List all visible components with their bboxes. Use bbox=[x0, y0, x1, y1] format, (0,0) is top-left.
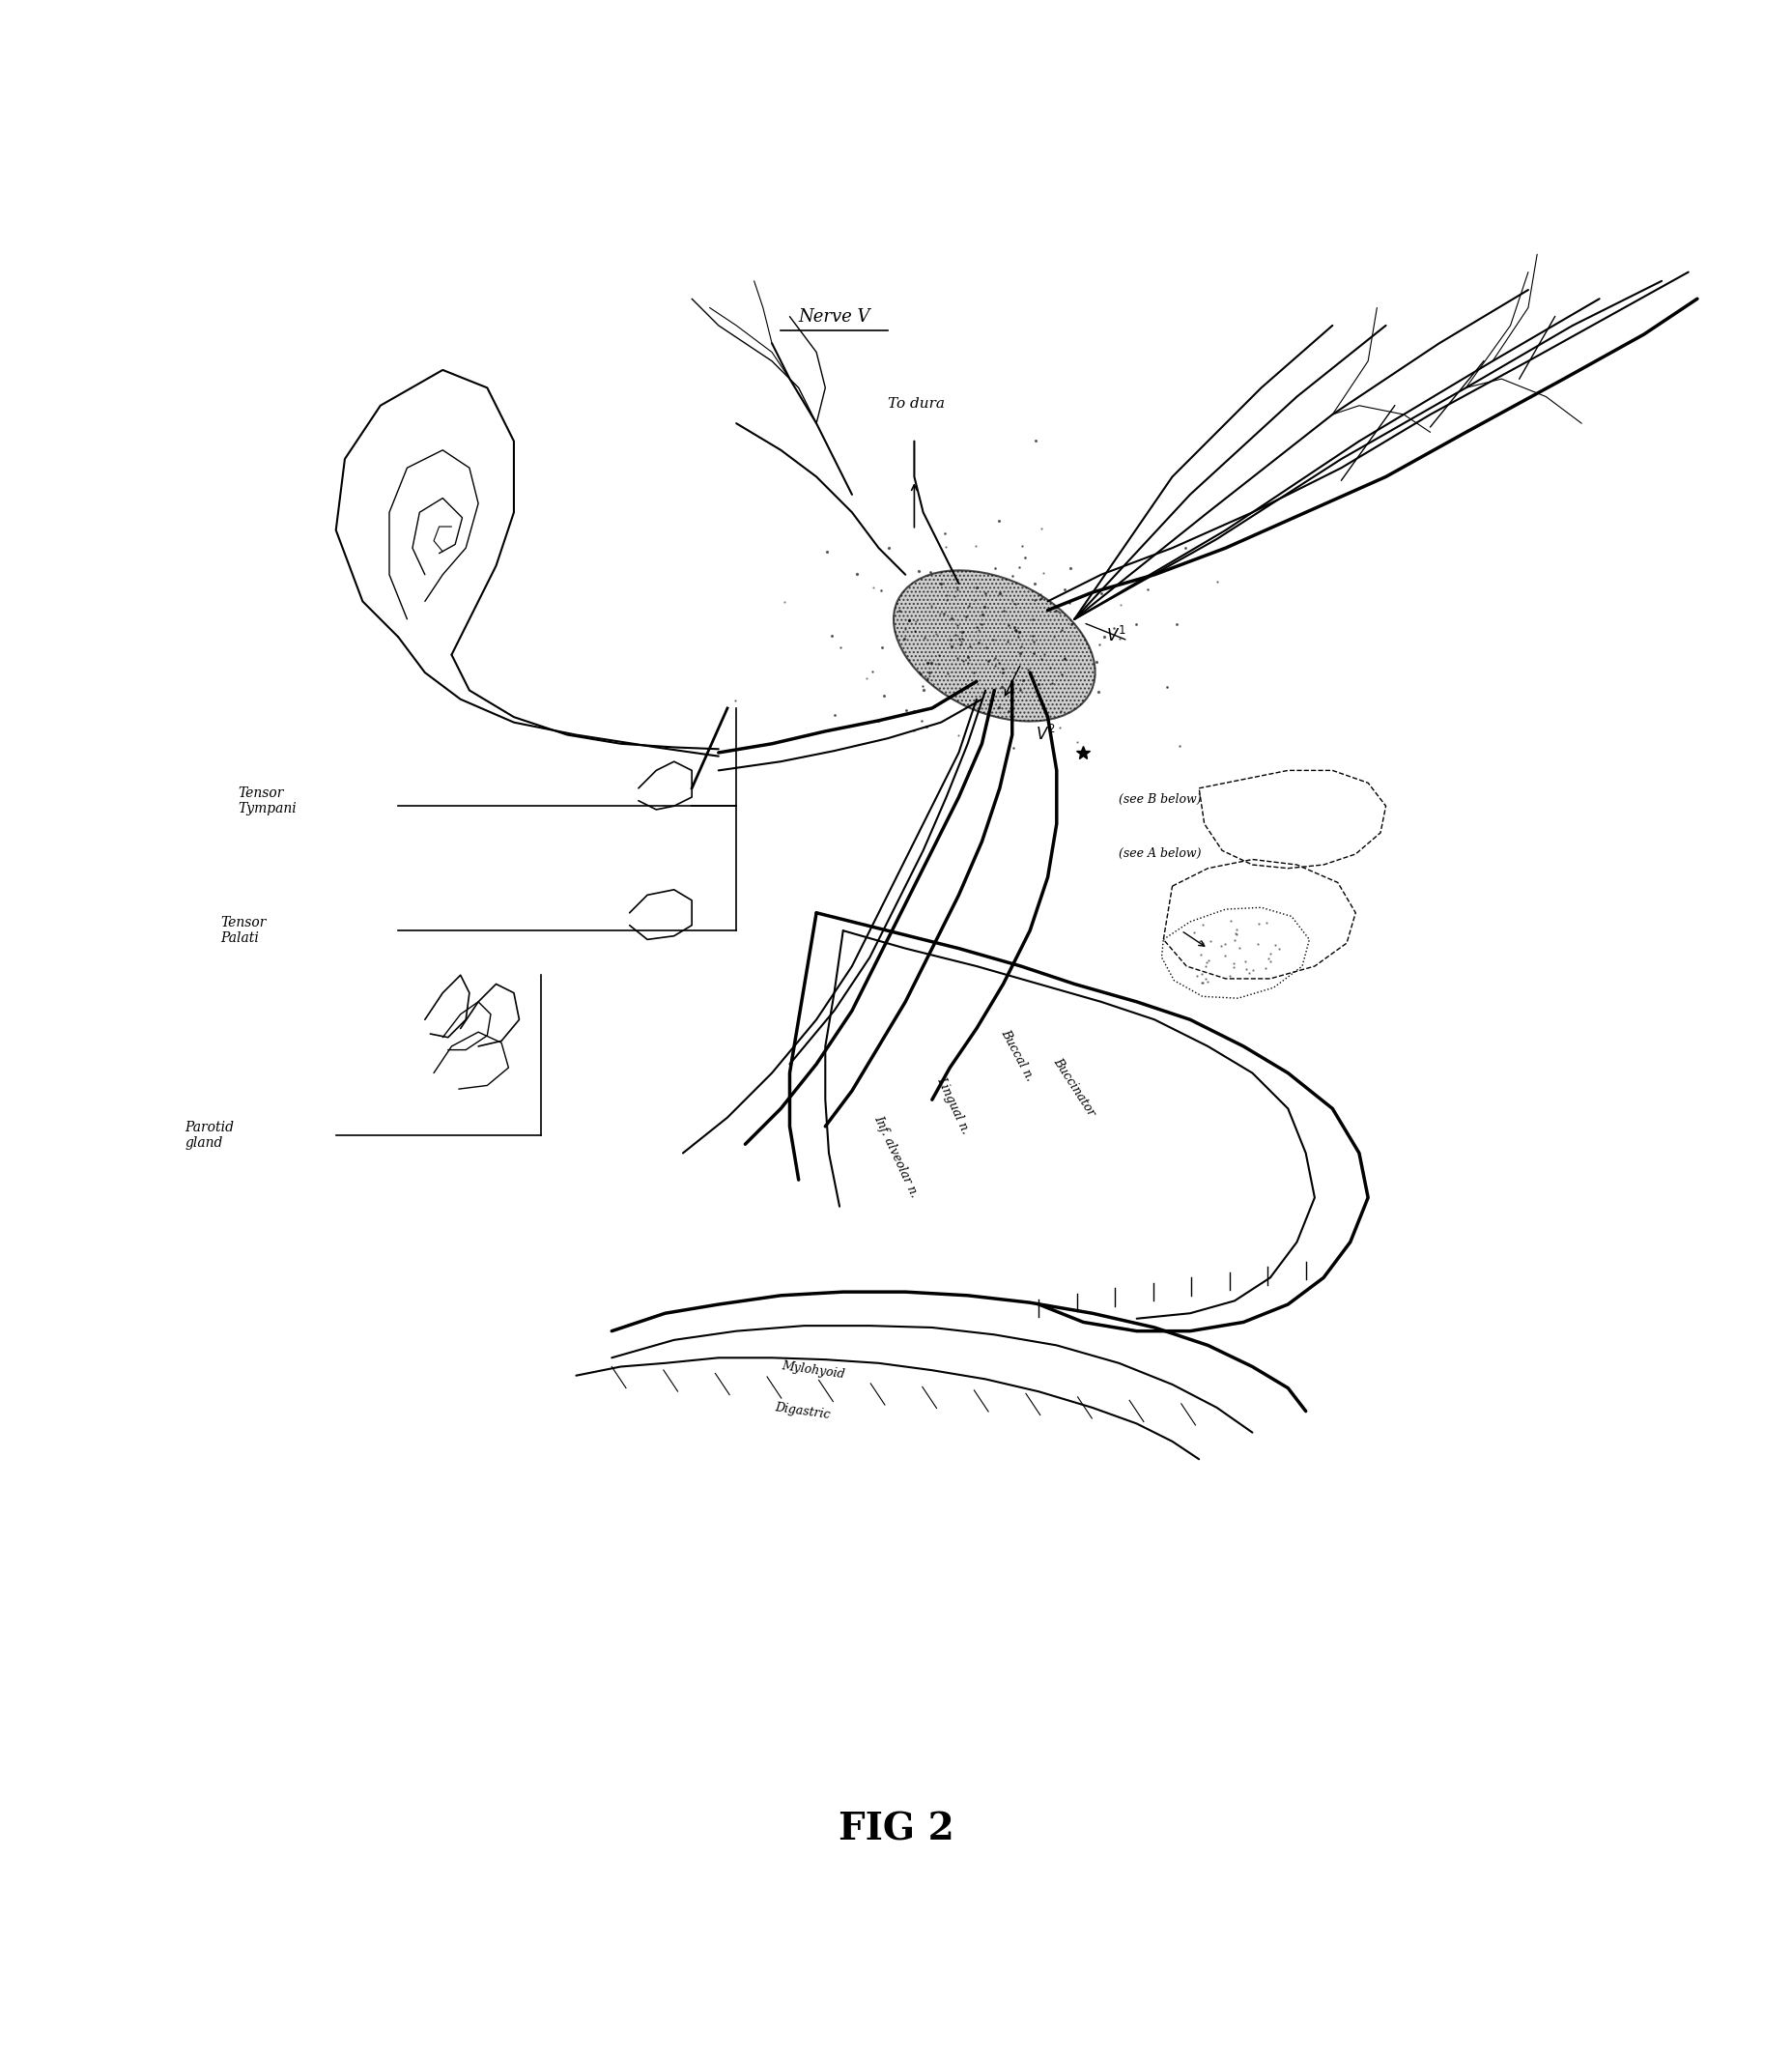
Text: $\mathit{V}^2$: $\mathit{V}^2$ bbox=[1034, 724, 1055, 745]
Text: Tensor
Palati: Tensor Palati bbox=[220, 915, 265, 946]
Text: $\mathit{V}^1$: $\mathit{V}^1$ bbox=[1106, 627, 1125, 646]
Ellipse shape bbox=[892, 570, 1095, 722]
Text: Buccinator: Buccinator bbox=[1050, 1055, 1097, 1119]
Text: FIG 2: FIG 2 bbox=[839, 1810, 953, 1847]
Text: Parotid
gland: Parotid gland bbox=[185, 1121, 233, 1150]
Text: (see B below): (see B below) bbox=[1118, 794, 1201, 806]
Text: (see A below): (see A below) bbox=[1118, 847, 1201, 860]
Text: Mylohyoid: Mylohyoid bbox=[780, 1360, 844, 1380]
Text: Tensor
Tympani: Tensor Tympani bbox=[238, 786, 297, 815]
Text: Lingual n.: Lingual n. bbox=[934, 1074, 971, 1135]
Text: Buccal n.: Buccal n. bbox=[998, 1026, 1036, 1084]
Text: Digastric: Digastric bbox=[772, 1401, 830, 1421]
Text: Inf. alveolar n.: Inf. alveolar n. bbox=[871, 1113, 921, 1199]
Text: To dura: To dura bbox=[887, 397, 944, 411]
Text: Nerve V: Nerve V bbox=[797, 309, 869, 325]
